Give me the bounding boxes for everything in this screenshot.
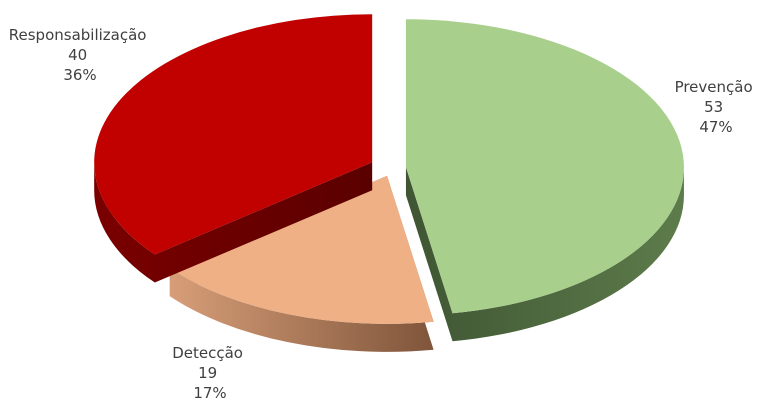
slice-prevencao-side	[405, 167, 684, 342]
slice-deteccao	[169, 175, 434, 352]
label-responsabilizacao-name: Responsabilização	[9, 26, 147, 44]
label-prevencao-name: Prevenção	[675, 78, 753, 96]
slice-prevencao-top	[405, 19, 684, 314]
label-prevencao-percent: 47%	[699, 118, 732, 136]
label-deteccao-percent: 17%	[193, 384, 226, 402]
label-prevencao-value: 53	[704, 98, 723, 116]
label-deteccao-value: 19	[198, 364, 217, 382]
slice-responsabilizacao-side	[94, 162, 373, 283]
slice-responsabilizacao-top	[94, 14, 373, 255]
label-prevencao: Prevenção 53 47%	[675, 78, 758, 136]
slice-deteccao-side	[169, 175, 434, 352]
label-responsabilizacao: Responsabilização 40 36%	[9, 26, 152, 84]
slice-prevencao	[405, 19, 684, 342]
label-deteccao-name: Detecção	[172, 344, 243, 362]
slice-deteccao-top	[169, 175, 434, 324]
slice-responsabilizacao	[94, 14, 373, 283]
label-responsabilizacao-value: 40	[68, 46, 87, 64]
label-responsabilizacao-percent: 36%	[63, 66, 96, 84]
label-deteccao: Detecção 19 17%	[172, 344, 248, 402]
